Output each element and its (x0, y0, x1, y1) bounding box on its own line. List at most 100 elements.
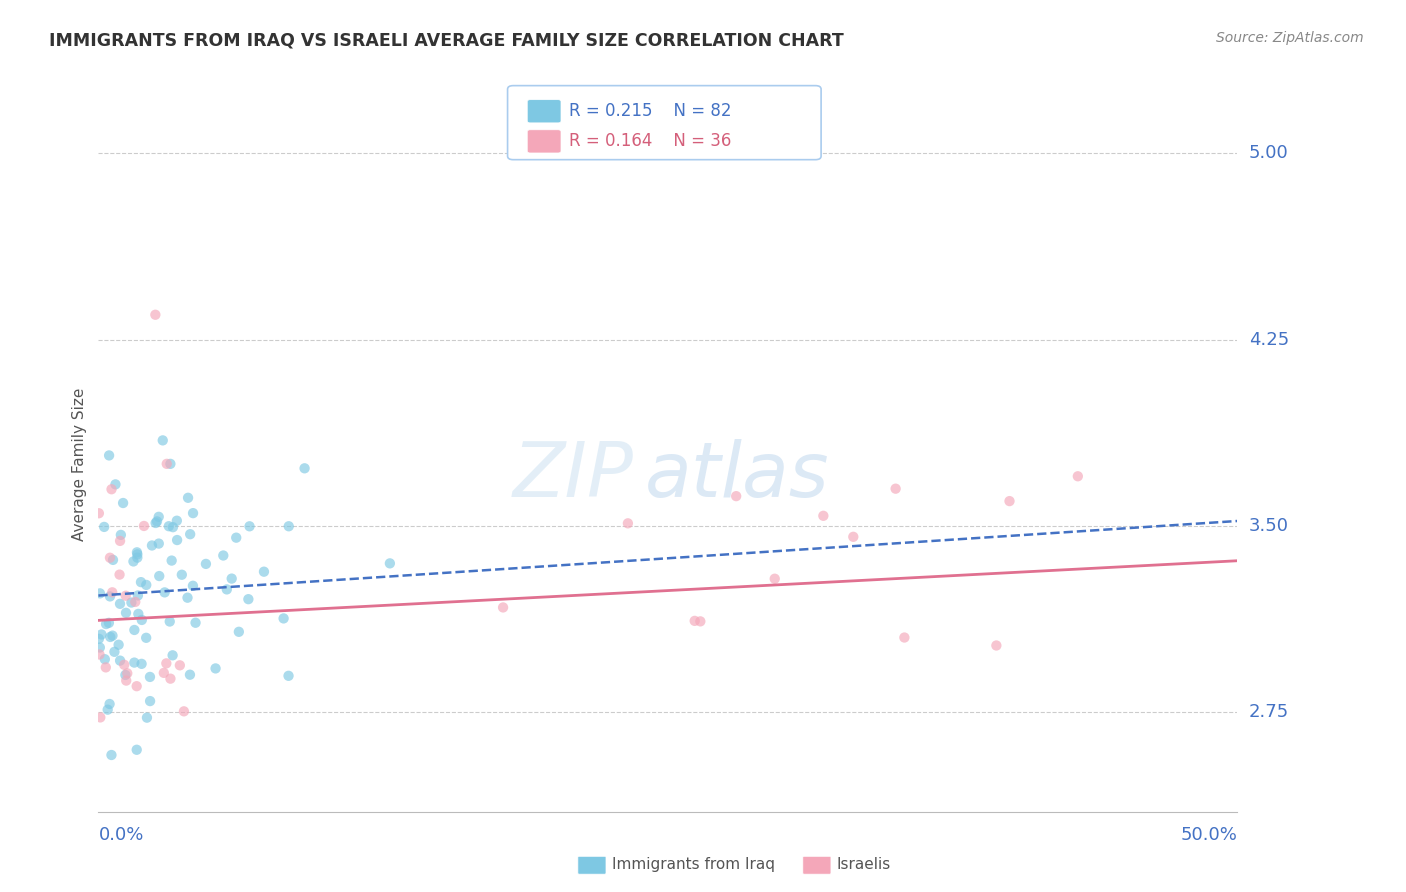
Point (145, 308, 167, 322)
Point (177, 491, 200, 505)
Point (124, 656, 146, 670)
Point (181, 506, 204, 520)
Point (813, 508, 835, 523)
Point (103, 645, 125, 659)
Point (986, 639, 1008, 653)
Point (115, 606, 138, 620)
Point (184, 615, 207, 630)
Point (127, 589, 149, 603)
Text: 50.0%: 50.0% (1181, 826, 1237, 844)
Point (998, 494, 1021, 508)
Point (117, 666, 139, 681)
Point (884, 482, 907, 496)
Point (125, 743, 148, 757)
Point (253, 565, 276, 579)
Point (131, 657, 153, 671)
Point (93, 520, 115, 534)
Point (181, 579, 204, 593)
Point (108, 533, 131, 548)
Point (127, 607, 149, 621)
Point (120, 595, 142, 609)
Point (98, 550, 121, 565)
Point (136, 711, 159, 725)
Point (94, 617, 117, 632)
Point (725, 489, 748, 503)
Point (127, 547, 149, 561)
Point (90, 627, 112, 641)
Point (141, 539, 163, 553)
Point (101, 553, 124, 567)
Text: R = 0.215    N = 82: R = 0.215 N = 82 (569, 103, 733, 120)
Point (148, 536, 170, 550)
Point (127, 550, 149, 565)
Point (162, 648, 184, 663)
Point (112, 496, 135, 510)
Point (87, 506, 110, 520)
Point (124, 595, 146, 609)
Point (156, 457, 179, 471)
Point (94, 652, 117, 666)
Point (155, 657, 177, 671)
Point (135, 631, 157, 645)
Point (378, 557, 401, 571)
Point (97, 615, 120, 630)
Text: 3.50: 3.50 (1249, 517, 1289, 535)
Point (131, 613, 153, 627)
Point (87, 632, 110, 646)
Point (104, 477, 127, 491)
Point (115, 673, 138, 688)
Point (173, 704, 195, 718)
Point (146, 515, 169, 529)
Point (176, 591, 198, 605)
Point (238, 519, 260, 533)
Point (842, 530, 865, 544)
Point (273, 611, 295, 625)
Point (179, 667, 201, 681)
Point (89, 710, 111, 724)
Point (204, 661, 226, 675)
Point (108, 654, 131, 668)
Text: 0.0%: 0.0% (98, 826, 143, 844)
Text: 5.00: 5.00 (1249, 145, 1288, 162)
Point (228, 624, 250, 639)
Point (221, 572, 243, 586)
Text: Source: ZipAtlas.com: Source: ZipAtlas.com (1216, 31, 1364, 45)
Y-axis label: Average Family Size: Average Family Size (72, 387, 87, 541)
Point (94, 660, 117, 674)
Text: IMMIGRANTS FROM IRAQ VS ISRAELI AVERAGE FAMILY SIZE CORRELATION CHART: IMMIGRANTS FROM IRAQ VS ISRAELI AVERAGE … (49, 31, 844, 49)
Point (101, 585, 124, 599)
Point (101, 629, 124, 643)
Point (125, 679, 148, 693)
Point (689, 615, 711, 629)
Point (114, 668, 136, 682)
Point (157, 519, 180, 533)
Point (89, 586, 111, 600)
Point (107, 638, 129, 652)
Point (294, 461, 316, 475)
Point (98, 590, 121, 604)
Point (98, 697, 121, 711)
Text: Israelis: Israelis (837, 857, 891, 871)
Point (132, 519, 155, 533)
Point (108, 567, 131, 582)
Text: ZIP: ZIP (513, 439, 634, 513)
Point (170, 567, 193, 582)
Point (160, 553, 183, 567)
Text: atlas: atlas (645, 439, 830, 513)
Point (98, 449, 121, 463)
Point (122, 554, 145, 568)
Point (162, 520, 184, 534)
Point (683, 614, 706, 628)
Point (212, 549, 235, 563)
Point (166, 514, 188, 528)
Point (215, 582, 238, 597)
Point (125, 545, 148, 559)
Point (135, 578, 157, 592)
Point (277, 519, 299, 533)
Point (153, 665, 176, 680)
Text: R = 0.164    N = 36: R = 0.164 N = 36 (569, 132, 731, 151)
Text: 2.75: 2.75 (1249, 703, 1289, 722)
Point (98, 630, 121, 644)
Point (100, 747, 122, 762)
Point (179, 527, 201, 541)
